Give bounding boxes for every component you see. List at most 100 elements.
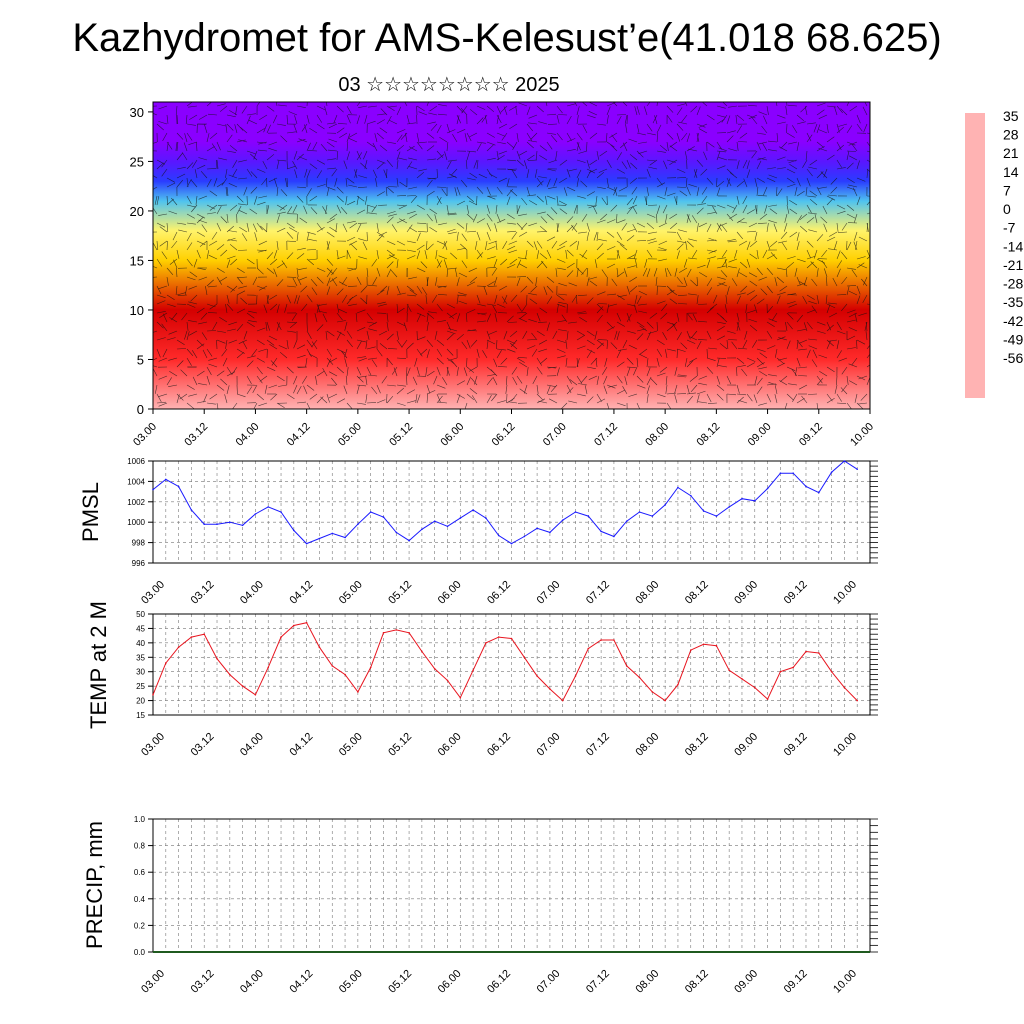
wind-barb [664,268,668,278]
wind-barb [638,353,648,359]
wind-barb [262,160,268,170]
wind-barb [406,375,408,386]
wind-barb [186,195,192,205]
wind-barb [512,170,518,179]
wind-barb [768,318,778,323]
wind-barb [498,123,508,129]
wind-barb [706,306,714,314]
wind-barb [727,339,738,341]
wind-barb [556,105,563,114]
wind-barb [736,231,744,240]
wind-barb [169,371,178,377]
wind-barb [171,240,178,249]
temp-data-point [779,670,782,673]
wind-barb [426,102,429,107]
wind-barb [796,329,806,332]
wind-barb [425,295,428,305]
wind-barb [456,222,465,229]
wind-barb [614,187,618,197]
wind-barb [156,285,162,295]
wind-barb [338,308,348,314]
wind-barb [286,206,293,215]
wind-barb [354,169,358,179]
heatmap-x-tick-label: 10.00 [848,421,876,449]
wind-barb [416,105,425,112]
wind-barb [166,142,169,152]
wind-barb [644,106,648,116]
wind-barb [318,310,328,314]
wind-barb [676,177,687,179]
wind-barb [278,104,288,107]
wind-barb [596,186,606,189]
wind-barb [280,135,288,143]
wind-barb [365,393,368,403]
wind-barb [406,400,416,404]
wind-barb [848,155,858,161]
wind-barb [841,384,848,393]
wind-barb [386,333,394,341]
temp-x-tick-label: 09.12 [782,731,810,759]
wind-barb [448,231,458,235]
wind-barb [739,272,748,278]
wind-barb [676,132,681,142]
wind-barb [464,133,468,143]
wind-barb [220,249,228,257]
wind-barb [179,393,188,400]
wind-barb [196,343,205,350]
heatmap-y-tick-label: 20 [130,204,144,219]
wind-barb [610,342,618,350]
wind-barb [866,168,870,173]
wind-barb [226,134,233,143]
wind-barb [716,326,725,332]
wind-barb [818,129,828,134]
wind-barb [586,297,594,305]
wind-barb [648,231,658,234]
wind-barb [494,294,498,304]
wind-barb [519,312,528,319]
wind-barb [638,150,648,154]
pmsl-data-point [331,532,334,535]
wind-barb [416,336,426,341]
wind-barb [616,168,626,174]
wind-barb [856,339,866,345]
wind-barb [748,222,758,228]
wind-barb [854,313,858,323]
wind-barb [156,321,164,329]
wind-barb [536,398,546,404]
wind-barb [192,159,198,168]
wind-barb [336,249,339,259]
wind-barb [672,323,678,332]
colorbar-label: -7 [1003,220,1016,236]
wind-barb [436,186,447,188]
wind-barb [616,294,625,301]
wind-barb [686,268,692,278]
wind-barb [806,122,816,125]
wind-barb [706,330,712,340]
wind-barb [716,282,726,287]
wind-barb [629,154,638,161]
wind-barb [230,258,238,266]
pmsl-data-point [254,513,257,515]
wind-barb [176,132,184,140]
wind-barb [536,330,545,337]
wind-barb [316,267,326,272]
wind-barb [768,220,778,224]
wind-barb [228,183,238,188]
pmsl-data-point [779,472,782,475]
wind-barb [606,293,617,296]
wind-barb [646,367,651,377]
wind-barb [746,114,756,119]
wind-barb [766,321,775,327]
wind-barb [536,211,546,215]
wind-barb [666,267,672,277]
wind-barb [266,267,275,274]
wind-barb [656,285,658,296]
wind-barb [377,204,388,206]
wind-barb [613,186,618,196]
wind-barb [528,222,538,227]
wind-barb [578,231,588,234]
wind-barb [416,348,423,357]
wind-barb [774,385,778,395]
wind-barb [416,132,420,142]
